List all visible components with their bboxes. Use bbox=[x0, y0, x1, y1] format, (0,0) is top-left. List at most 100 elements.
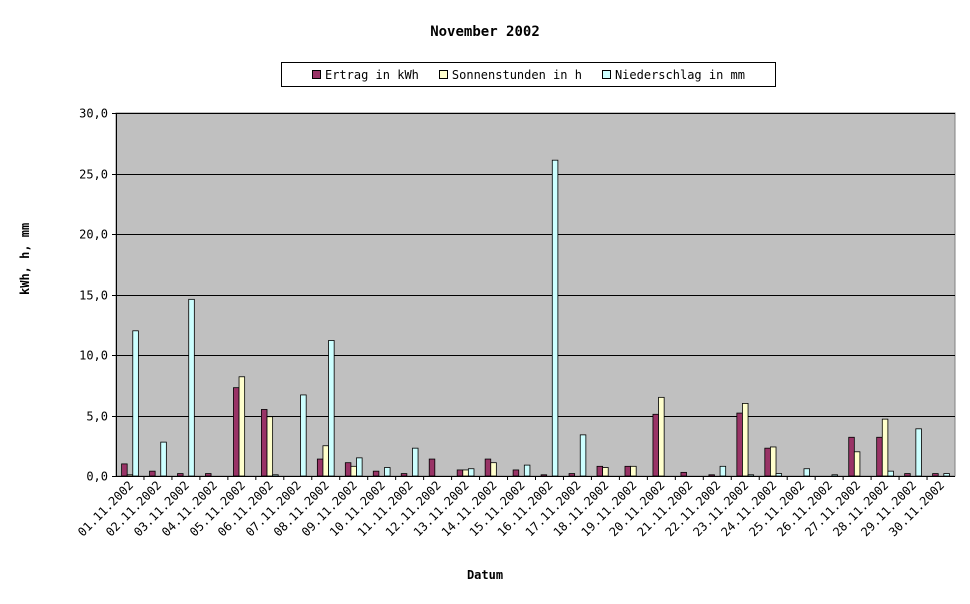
x-tick-label: 11.11.2002 bbox=[355, 478, 416, 539]
x-tick-label: 05.11.2002 bbox=[187, 478, 248, 539]
y-tick-label: 10,0 bbox=[79, 349, 108, 363]
bar-ertrag-5 bbox=[233, 387, 240, 477]
legend-label-sonnenstunden: Sonnenstunden in h bbox=[451, 67, 582, 82]
bar-ertrag-30 bbox=[932, 473, 939, 477]
x-tick-label: 10.11.2002 bbox=[327, 478, 388, 539]
legend-label-ertrag: Ertrag in kWh bbox=[324, 67, 419, 82]
bar-sonnenstunden-6 bbox=[266, 416, 274, 477]
bar-sonnenstunden-1 bbox=[126, 474, 134, 477]
bar-sonnenstunden-9 bbox=[350, 465, 357, 477]
bar-niederschlag-2 bbox=[160, 441, 167, 477]
x-tick-label: 01.11.2002 bbox=[75, 478, 136, 539]
bar-sonnenstunden-20 bbox=[658, 396, 665, 477]
bar-niederschlag-25 bbox=[803, 468, 810, 477]
bar-niederschlag-13 bbox=[467, 468, 475, 477]
bar-niederschlag-10 bbox=[384, 467, 391, 477]
y-tick-label: 5,0 bbox=[86, 410, 108, 424]
bar-niederschlag-15 bbox=[523, 464, 531, 477]
bar-sonnenstunden-23 bbox=[742, 402, 749, 477]
legend-swatch-niederschlag bbox=[601, 70, 611, 79]
bar-ertrag-1 bbox=[121, 463, 128, 477]
bar-sonnenstunden-28 bbox=[881, 418, 889, 477]
x-tick-label: 13.11.2002 bbox=[411, 478, 472, 539]
x-tick-label: 02.11.2002 bbox=[103, 478, 164, 539]
x-tick-label: 12.11.2002 bbox=[383, 478, 444, 539]
bar-sonnenstunden-8 bbox=[322, 445, 329, 477]
bar-ertrag-22 bbox=[708, 474, 715, 477]
bar-niederschlag-8 bbox=[328, 340, 335, 477]
bar-ertrag-19 bbox=[624, 465, 631, 477]
bar-niederschlag-30 bbox=[943, 473, 950, 477]
y-tick-label: 25,0 bbox=[79, 168, 108, 182]
bar-niederschlag-28 bbox=[887, 470, 894, 477]
x-tick-label: 18.11.2002 bbox=[551, 478, 612, 539]
bar-ertrag-3 bbox=[177, 473, 184, 477]
chart-title: November 2002 bbox=[430, 24, 540, 40]
bar-ertrag-16 bbox=[540, 474, 548, 477]
bar-niederschlag-24 bbox=[775, 473, 783, 477]
y-axis-label: kWh, h, mm bbox=[18, 222, 32, 295]
bar-niederschlag-16 bbox=[551, 159, 559, 477]
x-tick-label: 17.11.2002 bbox=[523, 478, 584, 539]
legend-item-ertrag: Ertrag in kWh bbox=[311, 67, 419, 82]
bar-sonnenstunden-18 bbox=[602, 467, 609, 477]
x-tick-label: 29.11.2002 bbox=[858, 478, 919, 539]
bar-ertrag-21 bbox=[680, 471, 687, 477]
x-tick-label: 21.11.2002 bbox=[634, 478, 695, 539]
bar-niederschlag-11 bbox=[412, 447, 419, 477]
bar-sonnenstunden-24 bbox=[770, 446, 777, 477]
x-tick-label: 22.11.2002 bbox=[662, 478, 723, 539]
x-tick-label: 25.11.2002 bbox=[746, 478, 807, 539]
x-tick-label: 03.11.2002 bbox=[131, 478, 192, 539]
bar-niederschlag-7 bbox=[300, 394, 307, 477]
y-tick-label: 30,0 bbox=[79, 107, 108, 121]
bar-niederschlag-3 bbox=[188, 298, 195, 477]
bar-ertrag-17 bbox=[568, 473, 576, 477]
x-tick-label: 20.11.2002 bbox=[606, 478, 667, 539]
x-tick-label: 04.11.2002 bbox=[159, 478, 220, 539]
x-tick-label: 16.11.2002 bbox=[495, 478, 556, 539]
x-tick-label: 30.11.2002 bbox=[886, 478, 947, 539]
x-tick-label: 08.11.2002 bbox=[271, 478, 332, 539]
x-tick-label: 07.11.2002 bbox=[243, 478, 304, 539]
x-tick-label: 26.11.2002 bbox=[774, 478, 835, 539]
bar-niederschlag-1 bbox=[132, 330, 139, 477]
bar-niederschlag-23 bbox=[747, 474, 755, 477]
x-tick-label: 24.11.2002 bbox=[718, 478, 779, 539]
x-tick-label: 19.11.2002 bbox=[579, 478, 640, 539]
bar-niederschlag-22 bbox=[719, 465, 727, 477]
x-tick-label: 09.11.2002 bbox=[299, 478, 360, 539]
bar-ertrag-11 bbox=[400, 473, 408, 477]
bar-sonnenstunden-13 bbox=[462, 469, 469, 477]
bar-ertrag-13 bbox=[456, 469, 464, 477]
legend-label-niederschlag: Niederschlag in mm bbox=[614, 67, 745, 82]
bar-ertrag-15 bbox=[512, 469, 520, 477]
legend-swatch-ertrag bbox=[311, 70, 321, 79]
bar-ertrag-14 bbox=[484, 458, 492, 477]
bar-ertrag-10 bbox=[372, 470, 380, 477]
bar-ertrag-18 bbox=[596, 465, 604, 477]
legend-item-sonnenstunden: Sonnenstunden in h bbox=[438, 67, 582, 82]
bar-ertrag-23 bbox=[736, 412, 743, 477]
bar-ertrag-20 bbox=[652, 413, 659, 477]
bar-sonnenstunden-19 bbox=[630, 465, 637, 477]
bar-ertrag-27 bbox=[848, 436, 855, 477]
bar-niederschlag-26 bbox=[831, 474, 838, 477]
x-tick-label: 06.11.2002 bbox=[215, 478, 276, 539]
bar-niederschlag-17 bbox=[579, 434, 587, 477]
y-tick-label: 15,0 bbox=[79, 289, 108, 303]
y-tick-label: 0,0 bbox=[86, 470, 108, 484]
bar-ertrag-28 bbox=[876, 436, 883, 477]
bar-niederschlag-6 bbox=[272, 474, 279, 477]
x-tick-label: 28.11.2002 bbox=[830, 478, 891, 539]
legend-swatch-sonnenstunden bbox=[438, 70, 448, 79]
x-tick-label: 14.11.2002 bbox=[439, 478, 500, 539]
y-tick-label: 20,0 bbox=[79, 228, 108, 242]
bar-ertrag-24 bbox=[764, 447, 771, 477]
plot-area bbox=[115, 112, 956, 477]
bar-ertrag-29 bbox=[904, 473, 911, 477]
legend-item-niederschlag: Niederschlag in mm bbox=[601, 67, 745, 82]
x-tick-label: 27.11.2002 bbox=[802, 478, 863, 539]
x-tick-label: 23.11.2002 bbox=[690, 478, 751, 539]
